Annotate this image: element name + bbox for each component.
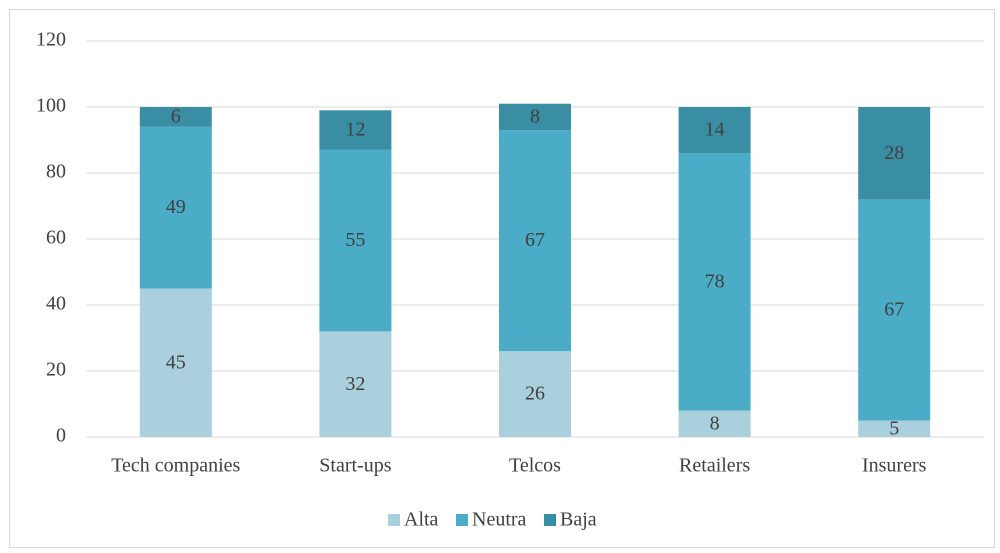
bar-segment xyxy=(499,103,571,131)
data-label: 32 xyxy=(345,373,365,395)
x-tick-label: Telcos xyxy=(509,455,561,477)
data-label: 14 xyxy=(705,119,725,141)
legend-label: Neutra xyxy=(472,509,527,531)
bar-segment xyxy=(858,420,931,437)
bar-segment xyxy=(319,149,392,332)
bar-segment xyxy=(858,107,931,200)
bar-segment xyxy=(139,107,212,127)
legend-swatch xyxy=(544,514,556,526)
bar-segment xyxy=(678,107,751,154)
legend-swatch xyxy=(456,514,468,526)
y-tick-label: 60 xyxy=(46,227,66,249)
data-label: 26 xyxy=(525,383,545,405)
bar-segment xyxy=(139,126,212,289)
data-label: 12 xyxy=(345,119,365,141)
data-label: 49 xyxy=(166,196,186,218)
bar-segment xyxy=(678,153,751,411)
data-label: 67 xyxy=(884,299,904,321)
data-label: 78 xyxy=(705,270,725,292)
data-label: 55 xyxy=(345,229,365,251)
bar-segment xyxy=(499,130,571,352)
data-label: 67 xyxy=(525,229,545,251)
x-tick-label: Start-ups xyxy=(319,455,391,477)
bar-segment xyxy=(139,288,212,437)
y-tick-label: 20 xyxy=(46,359,66,381)
y-tick-label: 120 xyxy=(36,29,66,51)
x-tick-label: Retailers xyxy=(679,455,750,477)
legend-swatch xyxy=(388,514,400,526)
bar-segment xyxy=(858,199,931,421)
bar-segment xyxy=(319,331,392,437)
legend-label: Baja xyxy=(560,509,597,531)
bar-segment xyxy=(499,351,571,437)
y-tick-label: 40 xyxy=(46,293,66,315)
x-tick-label: Insurers xyxy=(862,455,927,477)
data-label: 5 xyxy=(889,417,899,439)
data-label: 8 xyxy=(710,412,720,434)
data-label: 28 xyxy=(884,142,904,164)
data-label: 6 xyxy=(171,105,181,127)
y-tick-label: 0 xyxy=(56,425,66,447)
x-tick-label: Tech companies xyxy=(111,455,240,477)
data-label: 8 xyxy=(530,105,540,127)
bar-segment xyxy=(319,110,392,150)
legend-label: Alta xyxy=(404,509,439,531)
y-tick-label: 80 xyxy=(46,161,66,183)
y-tick-label: 100 xyxy=(36,95,66,117)
bar-segment xyxy=(678,410,751,437)
data-label: 45 xyxy=(166,351,186,373)
